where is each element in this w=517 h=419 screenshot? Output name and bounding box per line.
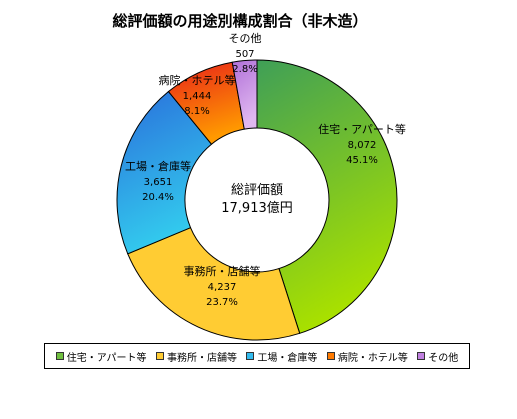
center-label-title: 総評価額 bbox=[231, 183, 283, 198]
slice-label-name: 住宅・アパート等 bbox=[318, 122, 406, 136]
slice-label-name: 事務所・店舗等 bbox=[184, 264, 261, 278]
legend-swatch bbox=[55, 352, 64, 360]
legend-label: 事務所・店舗等 bbox=[166, 352, 237, 364]
legend-swatch bbox=[326, 352, 335, 360]
slice-label-percent: 20.4% bbox=[142, 192, 174, 203]
donut-slice bbox=[116, 90, 213, 255]
slice-label-name: 工場・倉庫等 bbox=[125, 159, 191, 173]
slice-label-value: 3,651 bbox=[144, 177, 173, 188]
slice-label-value: 507 bbox=[235, 49, 254, 60]
legend-label: 病院・ホテル等 bbox=[337, 352, 408, 364]
slice-label-percent: 2.8% bbox=[232, 64, 257, 75]
slice-label-percent: 45.1% bbox=[346, 155, 378, 166]
legend-item: 工場・倉庫等 bbox=[246, 349, 317, 364]
legend-label: その他 bbox=[428, 352, 459, 364]
slice-label-percent: 8.1% bbox=[184, 106, 209, 117]
slice-label-value: 8,072 bbox=[348, 140, 377, 151]
legend-swatch bbox=[155, 352, 164, 360]
slice-label-name: 病院・ホテル等 bbox=[159, 73, 236, 87]
legend-item: その他 bbox=[417, 349, 458, 364]
donut-slice bbox=[127, 227, 301, 341]
slice-label-value: 1,444 bbox=[183, 91, 212, 102]
slice-label-name: その他 bbox=[229, 32, 262, 45]
slice-label-value: 4,237 bbox=[208, 282, 237, 293]
legend-swatch bbox=[417, 352, 426, 360]
donut-slice bbox=[231, 59, 258, 130]
donut-slice bbox=[256, 59, 398, 334]
chart-legend: 住宅・アパート等 事務所・店舗等 工場・倉庫等 病院・ホテル等 その他 bbox=[44, 343, 470, 369]
legend-item: 病院・ホテル等 bbox=[326, 349, 408, 364]
center-label-total: 17,913億円 bbox=[221, 200, 293, 216]
legend-label: 工場・倉庫等 bbox=[257, 352, 318, 364]
slice-label-percent: 23.7% bbox=[206, 297, 238, 308]
legend-item: 事務所・店舗等 bbox=[155, 349, 237, 364]
legend-swatch bbox=[246, 352, 255, 360]
chart-title: 総評価額の用途別構成割合（非木造） bbox=[112, 12, 368, 30]
legend-item: 住宅・アパート等 bbox=[55, 349, 147, 364]
legend-label: 住宅・アパート等 bbox=[66, 352, 147, 364]
